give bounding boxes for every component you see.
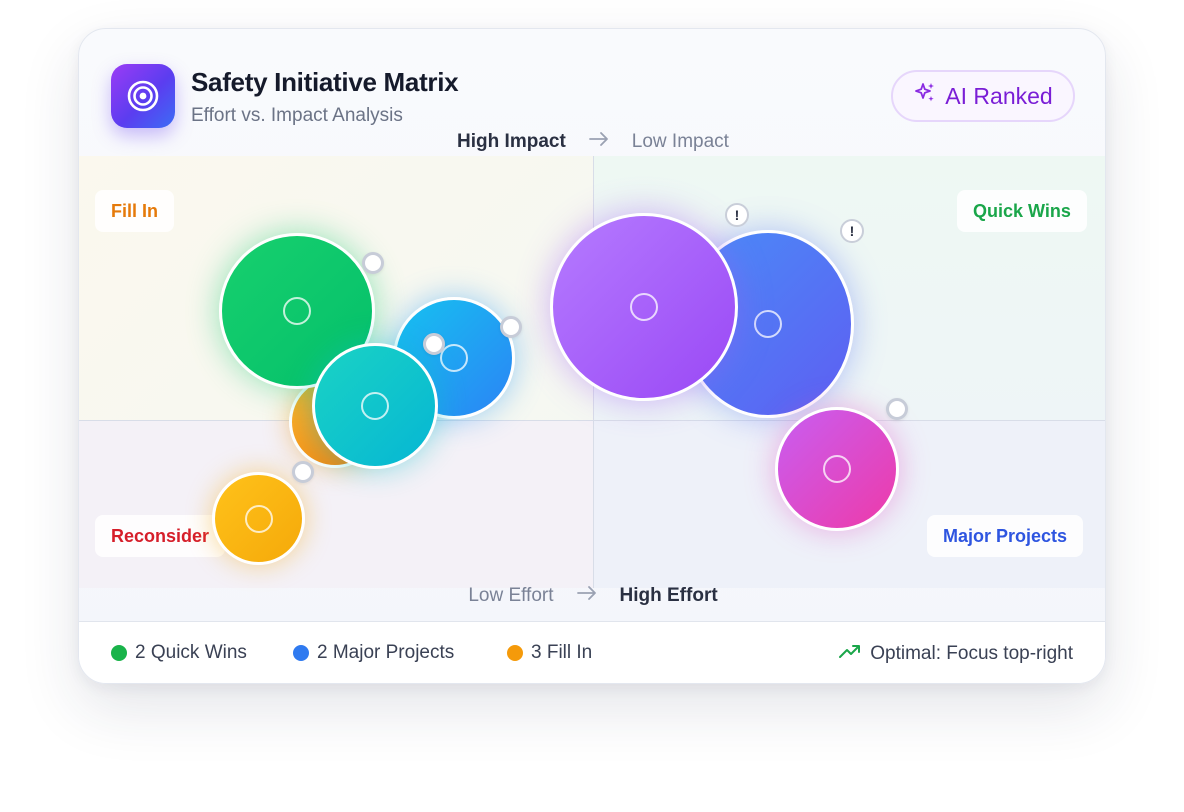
legend-item-fill-in: 3 Fill In	[507, 642, 592, 664]
bubble-center-ring	[630, 293, 658, 321]
legend-dot	[507, 645, 523, 661]
legend-label: 3 Fill In	[531, 642, 593, 663]
impact-axis-start: High Impact	[457, 131, 566, 152]
initiative-bubble-yellow[interactable]	[212, 472, 305, 565]
initiative-bubble-magenta[interactable]	[775, 407, 899, 531]
legend-label: 2 Quick Wins	[135, 642, 247, 663]
sparkles-icon	[913, 81, 937, 111]
legend-label: 2 Major Projects	[317, 642, 455, 663]
ai-ranked-label: AI Ranked	[945, 82, 1053, 109]
trending-up-icon	[838, 642, 862, 666]
legend-item-quick-wins: 2 Quick Wins	[111, 642, 247, 664]
quadrant-label-quick-wins: Quick Wins	[957, 190, 1087, 232]
bubble-center-ring	[754, 310, 782, 338]
legend-dot	[293, 645, 309, 661]
effort-axis-end: High Effort	[619, 585, 718, 606]
bubble-marker-dot[interactable]	[292, 461, 314, 483]
bubble-center-ring	[823, 455, 851, 483]
initiative-bubble-teal[interactable]	[312, 343, 438, 469]
bubble-center-ring	[244, 504, 273, 533]
quadrant-label-reconsider: Reconsider	[95, 515, 226, 557]
impact-axis-end: Low Impact	[631, 131, 729, 152]
bubble-center-ring	[361, 392, 389, 420]
page-title: Safety Initiative Matrix	[191, 67, 459, 97]
arrow-right-icon	[588, 131, 610, 153]
target-icon	[111, 64, 175, 128]
bubble-marker-dot[interactable]	[500, 316, 522, 338]
impact-axis: High Impact Low Impact	[79, 131, 1105, 153]
warning-icon[interactable]: !	[725, 203, 749, 227]
optimal-hint: Optimal: Focus top-right	[838, 642, 1073, 666]
initiative-bubble-purple[interactable]	[550, 213, 738, 401]
matrix-plot: Fill In Quick Wins Reconsider Major Proj…	[79, 156, 1105, 588]
matrix-footer: 2 Quick Wins 2 Major Projects 3 Fill In …	[79, 622, 1105, 683]
matrix-card: Safety Initiative Matrix Effort vs. Impa…	[78, 28, 1106, 684]
bubble-marker-dot[interactable]	[886, 398, 908, 420]
bubble-marker-dot[interactable]	[362, 252, 384, 274]
page-subtitle: Effort vs. Impact Analysis	[191, 105, 403, 126]
arrow-right-icon	[576, 585, 598, 607]
optimal-label: Optimal: Focus top-right	[870, 643, 1073, 664]
footer-divider	[79, 621, 1105, 622]
legend-dot	[111, 645, 127, 661]
bubble-center-ring	[283, 297, 311, 325]
quadrant-label-fill-in: Fill In	[95, 190, 174, 232]
ai-ranked-badge[interactable]: AI Ranked	[891, 70, 1075, 122]
horizontal-divider	[79, 420, 1105, 421]
bubble-marker-dot[interactable]	[423, 333, 445, 355]
quadrant-label-major-projects: Major Projects	[927, 515, 1084, 557]
legend-item-major-projects: 2 Major Projects	[293, 642, 454, 664]
effort-axis: Low Effort High Effort	[79, 585, 1105, 607]
bubble-center-ring	[440, 344, 468, 372]
effort-axis-start: Low Effort	[468, 585, 554, 606]
warning-icon[interactable]: !	[840, 219, 864, 243]
